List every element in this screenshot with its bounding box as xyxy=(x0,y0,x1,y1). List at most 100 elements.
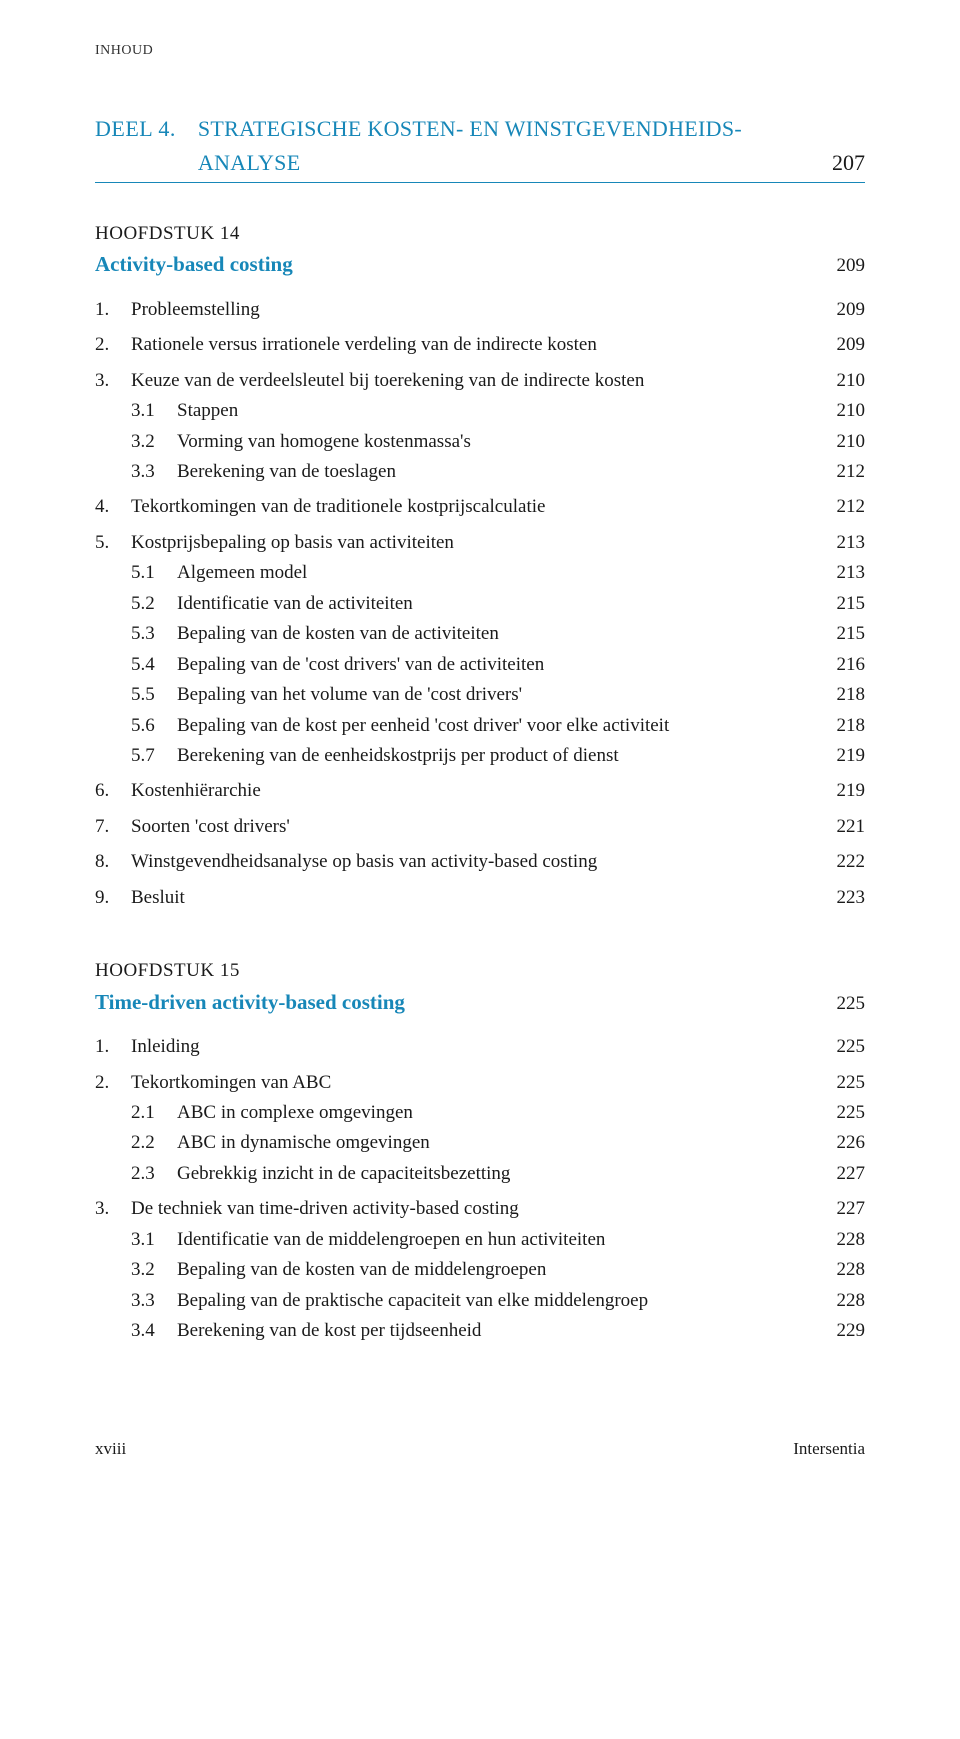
entry-subnumber: 5.2 xyxy=(131,589,177,618)
entry-page: 213 xyxy=(823,558,865,587)
toc-section: 2.Tekortkomingen van ABC225 xyxy=(95,1068,865,1097)
toc-subsection: 3.3Bepaling van de praktische capaciteit… xyxy=(95,1286,865,1315)
entry-number: 2. xyxy=(95,1068,131,1097)
entry-page: 221 xyxy=(823,812,865,841)
entry-title: De techniek van time-driven activity-bas… xyxy=(131,1194,823,1223)
entry-page: 219 xyxy=(823,776,865,805)
entry-subnumber: 5.6 xyxy=(131,711,177,740)
entry-page: 219 xyxy=(823,741,865,770)
toc-subsection: 3.1Identificatie van de middelengroepen … xyxy=(95,1225,865,1254)
entry-title: Winstgevendheidsanalyse op basis van act… xyxy=(131,847,823,876)
entry-page: 225 xyxy=(823,1098,865,1127)
entry-number: 8. xyxy=(95,847,131,876)
entry-subnumber: 2.2 xyxy=(131,1128,177,1157)
toc-section: 9.Besluit223 xyxy=(95,883,865,912)
entry-page: 218 xyxy=(823,680,865,709)
entry-title: Algemeen model xyxy=(177,558,823,587)
chapter-page: 225 xyxy=(837,989,866,1018)
toc-subsection: 5.7Berekening van de eenheidskostprijs p… xyxy=(95,741,865,770)
chapter-title-row: Time-driven activity-based costing 225 xyxy=(95,986,865,1019)
entry-subnumber: 3.2 xyxy=(131,1255,177,1284)
toc-section: 5.Kostprijsbepaling op basis van activit… xyxy=(95,528,865,557)
entry-page: 227 xyxy=(823,1159,865,1188)
toc-subsection: 2.3Gebrekkig inzicht in de capaciteitsbe… xyxy=(95,1159,865,1188)
entry-title: ABC in dynamische omgevingen xyxy=(177,1128,823,1157)
entry-number: 5. xyxy=(95,528,131,557)
chapter-title: Time-driven activity-based costing xyxy=(95,986,405,1019)
entry-page: 212 xyxy=(823,457,865,486)
chapter-block: HOOFDSTUK 14Activity-based costing209 1.P… xyxy=(95,219,865,912)
entry-title: Bepaling van de kosten van de middelengr… xyxy=(177,1255,823,1284)
chapter-label: HOOFDSTUK 15 xyxy=(95,956,865,985)
entry-page: 225 xyxy=(823,1032,865,1061)
entry-page: 210 xyxy=(823,427,865,456)
toc-subsection: 5.1Algemeen model213 xyxy=(95,558,865,587)
entry-number: 1. xyxy=(95,1032,131,1061)
toc-section: 2.Rationele versus irrationele verdeling… xyxy=(95,330,865,359)
entry-title: Bepaling van de kosten van de activiteit… xyxy=(177,619,823,648)
entry-title: Bepaling van de praktische capaciteit va… xyxy=(177,1286,823,1315)
toc-section: 6.Kostenhiërarchie219 xyxy=(95,776,865,805)
entry-title: Berekening van de kost per tijdseenheid xyxy=(177,1316,823,1345)
entry-number: 3. xyxy=(95,366,131,395)
entry-page: 223 xyxy=(823,883,865,912)
chapter-block: HOOFDSTUK 15Time-driven activity-based c… xyxy=(95,956,865,1345)
toc-section: 7.Soorten 'cost drivers'221 xyxy=(95,812,865,841)
entry-subnumber: 3.3 xyxy=(131,1286,177,1315)
entry-title: ABC in complexe omgevingen xyxy=(177,1098,823,1127)
entry-subnumber: 5.5 xyxy=(131,680,177,709)
entry-title: Vorming van homogene kostenmassa's xyxy=(177,427,823,456)
toc-section: 8.Winstgevendheidsanalyse op basis van a… xyxy=(95,847,865,876)
entry-page: 225 xyxy=(823,1068,865,1097)
chapter-title-row: Activity-based costing209 xyxy=(95,248,865,281)
entry-page: 216 xyxy=(823,650,865,679)
entry-page: 228 xyxy=(823,1225,865,1254)
entry-number: 1. xyxy=(95,295,131,324)
toc-subsection: 5.4Bepaling van de 'cost drivers' van de… xyxy=(95,650,865,679)
toc-subsection: 3.2Vorming van homogene kostenmassa's210 xyxy=(95,427,865,456)
part-label: DEEL 4. xyxy=(95,112,176,146)
entry-subnumber: 5.1 xyxy=(131,558,177,587)
chapter-page: 209 xyxy=(837,251,866,280)
entry-page: 209 xyxy=(823,295,865,324)
chapter-label: HOOFDSTUK 14 xyxy=(95,219,865,248)
entry-title: Kostprijsbepaling op basis van activitei… xyxy=(131,528,823,557)
entry-title: Bepaling van het volume van de 'cost dri… xyxy=(177,680,823,709)
toc-subsection: 2.1ABC in complexe omgevingen225 xyxy=(95,1098,865,1127)
entry-title: Keuze van de verdeelsleutel bij toereken… xyxy=(131,366,823,395)
toc-section: 3.De techniek van time-driven activity-b… xyxy=(95,1194,865,1223)
entry-title: Tekortkomingen van de traditionele kostp… xyxy=(131,492,823,521)
running-head: INHOUD xyxy=(95,40,865,62)
entry-subnumber: 3.4 xyxy=(131,1316,177,1345)
part-page: 207 xyxy=(832,146,865,180)
part-heading: DEEL 4. STRATEGISCHE KOSTEN- EN WINSTGEV… xyxy=(95,112,865,183)
entry-title: Besluit xyxy=(131,883,823,912)
entry-page: 229 xyxy=(823,1316,865,1345)
entry-subnumber: 2.1 xyxy=(131,1098,177,1127)
entry-title: Soorten 'cost drivers' xyxy=(131,812,823,841)
publisher: Intersentia xyxy=(793,1436,865,1462)
entry-page: 210 xyxy=(823,396,865,425)
entry-subnumber: 3.3 xyxy=(131,457,177,486)
toc-subsection: 5.2Identificatie van de activiteiten215 xyxy=(95,589,865,618)
entry-subnumber: 2.3 xyxy=(131,1159,177,1188)
entry-number: 4. xyxy=(95,492,131,521)
entry-number: 9. xyxy=(95,883,131,912)
toc-section: 3.Keuze van de verdeelsleutel bij toerek… xyxy=(95,366,865,395)
toc-section: 1.Probleemstelling209 xyxy=(95,295,865,324)
entry-page: 215 xyxy=(823,589,865,618)
page-footer: xviii Intersentia xyxy=(95,1436,865,1462)
entry-page: 210 xyxy=(823,366,865,395)
entry-title: Rationele versus irrationele verdeling v… xyxy=(131,330,823,359)
entry-title: Probleemstelling xyxy=(131,295,823,324)
entry-subnumber: 3.1 xyxy=(131,396,177,425)
entry-title: Bepaling van de kost per eenheid 'cost d… xyxy=(177,711,823,740)
entry-number: 3. xyxy=(95,1194,131,1223)
entry-title: Bepaling van de 'cost drivers' van de ac… xyxy=(177,650,823,679)
toc-section: 1.Inleiding225 xyxy=(95,1032,865,1061)
entry-subnumber: 5.4 xyxy=(131,650,177,679)
entry-number: 2. xyxy=(95,330,131,359)
entry-page: 228 xyxy=(823,1255,865,1284)
entry-number: 6. xyxy=(95,776,131,805)
toc-subsection: 3.1Stappen210 xyxy=(95,396,865,425)
